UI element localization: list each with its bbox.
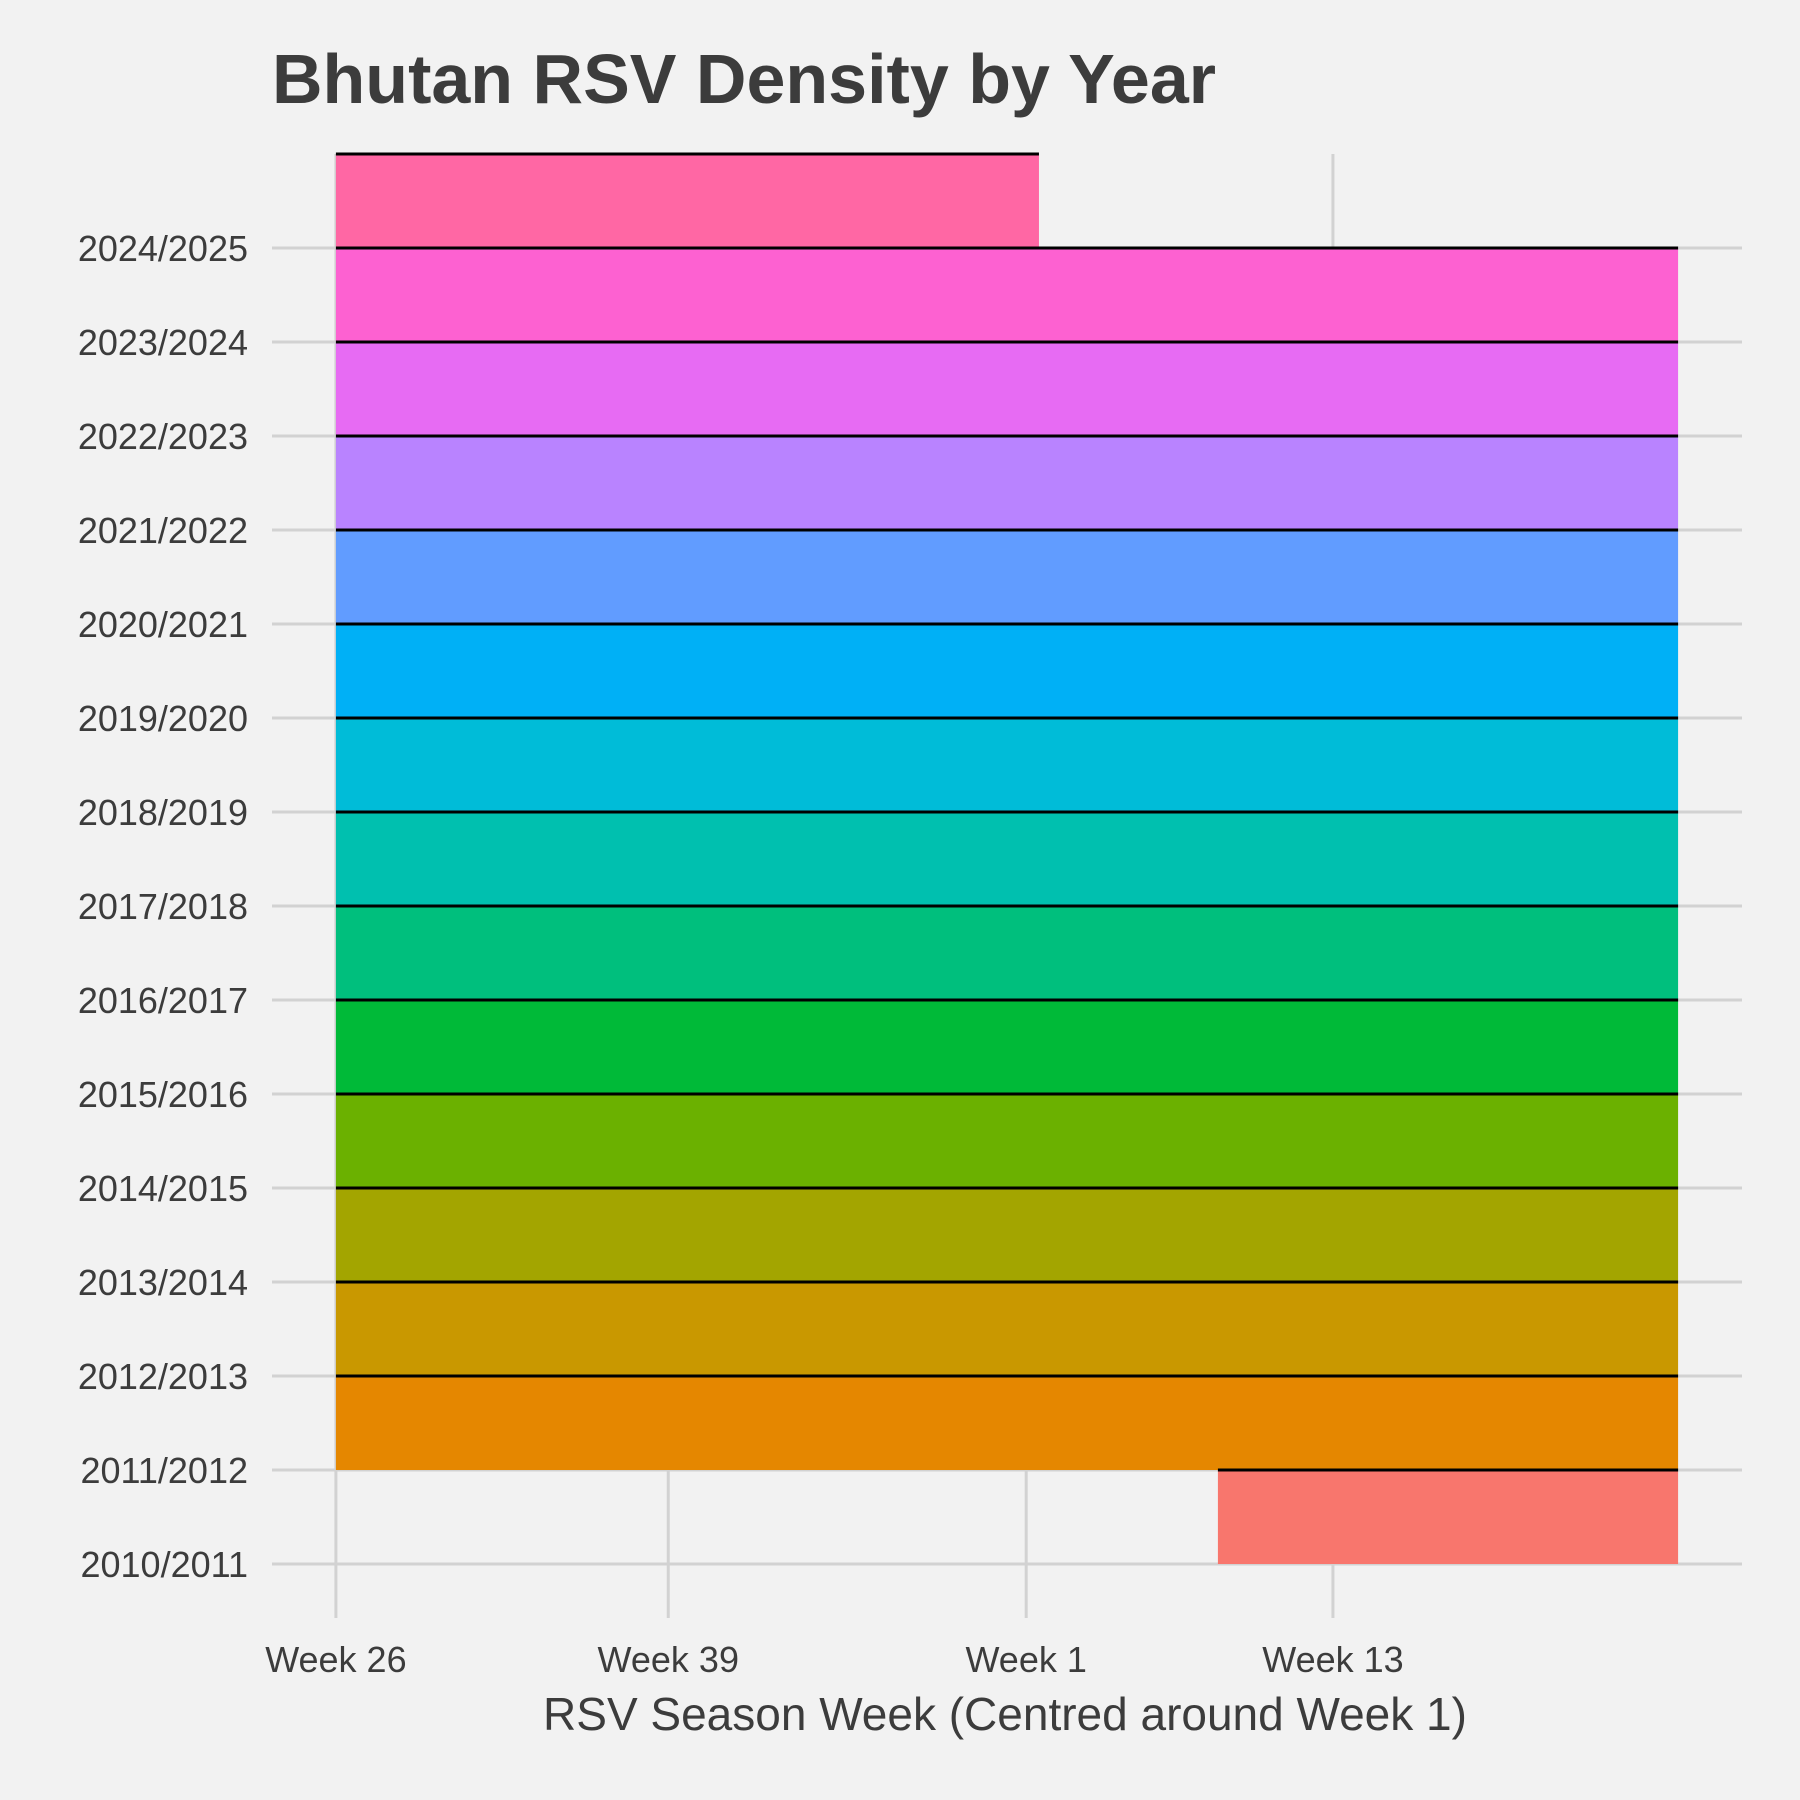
- y-tick-label: 2011/2012: [80, 1450, 248, 1491]
- y-tick-label: 2023/2024: [78, 322, 248, 363]
- y-tick-label: 2018/2019: [78, 792, 248, 833]
- y-tick-label: 2013/2014: [78, 1262, 248, 1303]
- y-tick-label: 2014/2015: [78, 1168, 248, 1209]
- x-tick-label: Week 1: [965, 1639, 1086, 1680]
- ridge-2022-2023: [335, 342, 1679, 436]
- y-tick-label: 2020/2021: [78, 604, 248, 645]
- y-tick-label: 2021/2022: [78, 510, 248, 551]
- y-tick-label: 2016/2017: [78, 980, 248, 1021]
- ridge-2016-2017: [335, 906, 1679, 1000]
- ridge-2019-2020: [335, 624, 1679, 718]
- ridge-2015-2016: [335, 1000, 1679, 1094]
- ridge-2023-2024: [335, 248, 1679, 342]
- ridge-2012-2013: [335, 1282, 1679, 1376]
- y-tick-label: 2017/2018: [78, 886, 248, 927]
- x-tick-label: Week 26: [265, 1639, 406, 1680]
- ridge-2010-2011: [1217, 1470, 1679, 1564]
- ridge-2011-2012: [335, 1376, 1679, 1470]
- y-tick-label: 2024/2025: [78, 228, 248, 269]
- x-tick-label: Week 39: [598, 1639, 739, 1680]
- ridge-layer: [335, 152, 1679, 1564]
- ridge-2018-2019: [335, 718, 1679, 812]
- y-tick-label: 2022/2023: [78, 416, 248, 457]
- x-tick-label: Week 13: [1262, 1639, 1403, 1680]
- y-tick-label: 2012/2013: [78, 1356, 248, 1397]
- chart-title: Bhutan RSV Density by Year: [272, 40, 1217, 118]
- ridge-2020-2021: [335, 530, 1679, 624]
- ridge-2013-2014: [335, 1188, 1679, 1282]
- y-tick-label: 2010/2011: [80, 1544, 248, 1585]
- ridge-2024-2025: [335, 154, 1039, 248]
- x-axis-title: RSV Season Week (Centred around Week 1): [543, 1688, 1467, 1740]
- x-tick-labels: Week 26 Week 39 Week 1 Week 13: [265, 1639, 1403, 1680]
- y-tick-labels: 2010/2011 2011/2012 2012/2013 2013/2014 2014…: [78, 228, 248, 1585]
- y-tick-label: 2015/2016: [78, 1074, 248, 1115]
- ridge-2021-2022: [335, 436, 1679, 530]
- y-tick-label: 2019/2020: [78, 698, 248, 739]
- ridge-2017-2018: [335, 812, 1679, 906]
- ridge-2014-2015: [335, 1094, 1679, 1188]
